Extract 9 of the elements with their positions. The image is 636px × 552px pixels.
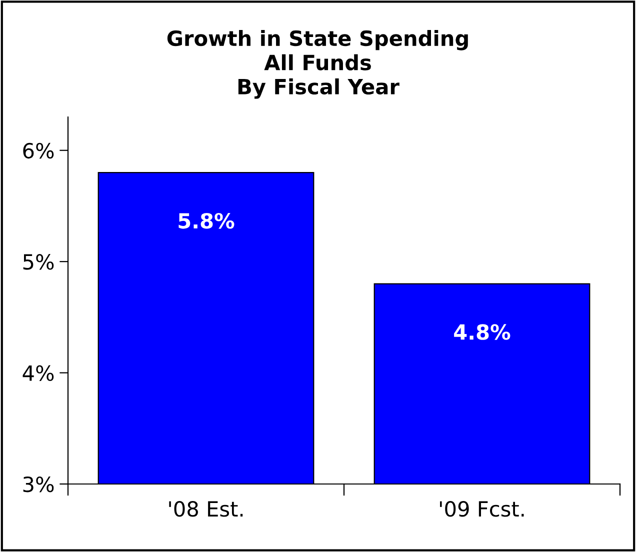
data-label: 4.8%	[454, 324, 510, 340]
x-tick-label: '08 Est.	[169, 501, 243, 517]
y-tick-label: 4%	[22, 365, 54, 381]
data-label: 5.8%	[178, 212, 234, 229]
x-tick-label: '09 Fcst.	[440, 501, 524, 517]
y-tick-label: 5%	[23, 254, 54, 270]
chart-title: Growth in State Spending All Funds By Fiscal Year	[167, 30, 468, 99]
y-tick-label: 6%	[23, 142, 54, 159]
y-tick-label: 3%	[23, 476, 54, 492]
